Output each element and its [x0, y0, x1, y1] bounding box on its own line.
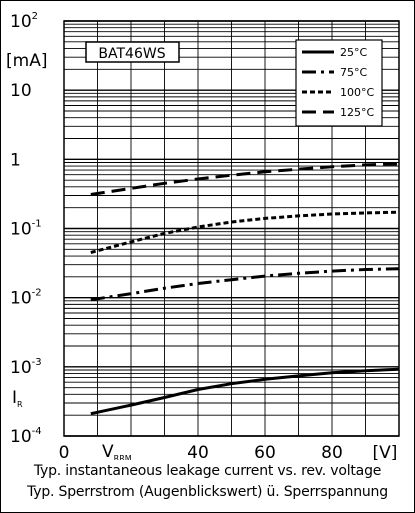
plot-border — [63, 20, 400, 437]
caption-english: Typ. instantaneous leakage current vs. r… — [33, 463, 382, 479]
x-tick-label: 60 — [254, 443, 276, 460]
legend-label: 125°C — [340, 106, 374, 119]
device-label: BAT46WS — [98, 46, 165, 62]
caption-german: Typ. Sperrstrom (Augenblickswert) ü. Spe… — [27, 484, 388, 500]
series-line-75C — [90, 267, 400, 302]
y-tick-label: 10-1 — [10, 219, 42, 240]
y-tick-label: 1 — [10, 150, 21, 170]
device-label-box — [85, 41, 180, 63]
leakage-current-chart: 102 10 1 10-1 10-2 10-3 10-4 [mA] IR 0 40 60 80 VRRM [… — [6, 11, 400, 460]
y-tick-label: 10-2 — [10, 288, 42, 309]
y-axis-unit: [mA] — [6, 51, 47, 71]
x-tick-label: 80 — [321, 443, 343, 460]
y-tick-label: 10-3 — [10, 357, 42, 378]
x-tick-label: 40 — [187, 443, 209, 460]
x-axis-unit: [V] — [373, 443, 398, 460]
legend-label: 25°C — [340, 46, 367, 59]
series-line-125C — [90, 162, 400, 196]
series-line-25C — [90, 367, 400, 416]
series-line-100C — [90, 210, 400, 254]
x-axis-label: VRRM — [102, 442, 132, 460]
x-tick-label: 0 — [59, 443, 70, 460]
y-axis-label: IR — [12, 388, 23, 409]
y-tick-label: 10 — [10, 81, 32, 101]
legend-label: 75°C — [340, 66, 367, 79]
legend-label: 100°C — [340, 86, 374, 99]
y-tick-label: 102 — [10, 11, 38, 32]
y-tick-label: 10-4 — [10, 426, 42, 447]
